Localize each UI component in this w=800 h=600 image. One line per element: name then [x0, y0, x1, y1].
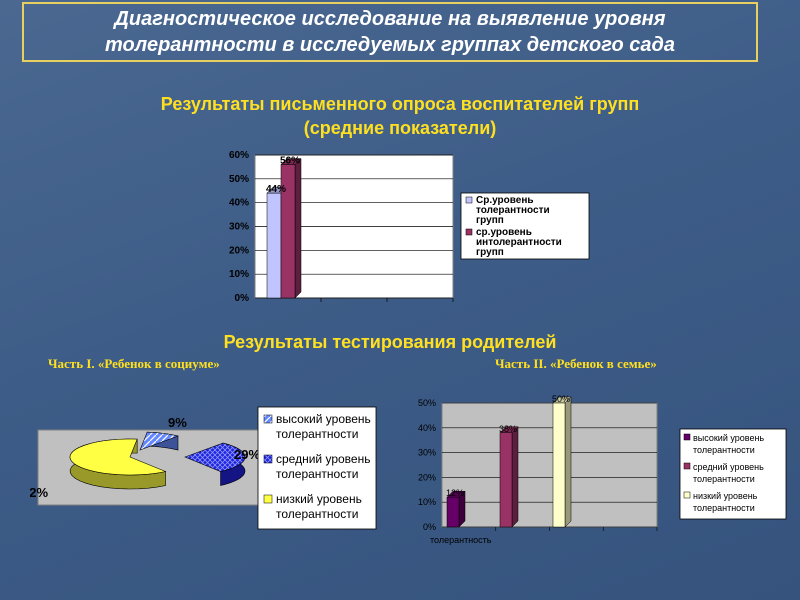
legend-swatch [683, 433, 691, 441]
section1-heading-line1: Результаты письменного опроса воспитател… [160, 94, 640, 114]
bar [552, 402, 566, 528]
legend-label: высокий уровень [276, 412, 371, 426]
society-pie-chart: 9%29%62% высокий уровеньтолерантностисре… [30, 406, 377, 530]
pie-slice-label: 29% [234, 447, 260, 462]
section1-heading-line2: (средние показатели) [303, 118, 497, 138]
bar-side [564, 396, 572, 528]
legend-box [460, 192, 590, 260]
slide-title-box: Диагностическое исследование на выявлени… [22, 2, 758, 62]
legend-label: толерантности [476, 205, 550, 216]
legend-label: толерантности [693, 474, 755, 484]
legend-swatch [465, 196, 473, 204]
x-category-label: толерантность [430, 535, 492, 545]
y-tick-label: 50% [229, 174, 249, 185]
pie-slice [69, 438, 167, 476]
bar-value-label: 56% [280, 156, 300, 167]
y-tick-label: 0% [423, 522, 436, 532]
y-tick-label: 30% [229, 222, 249, 233]
legend-label: толерантности [693, 503, 755, 513]
pie-slice [184, 442, 246, 472]
legend-label: ср.уровень [476, 227, 532, 238]
bar-value-label: 50% [552, 395, 570, 404]
bar [446, 496, 460, 528]
section2-heading: Результаты тестирования родителей [223, 332, 557, 352]
legend-box [679, 428, 787, 520]
bar [499, 432, 513, 528]
bar-value-label: 38% [499, 424, 517, 434]
bar [280, 164, 296, 299]
plot-area [441, 402, 658, 528]
part1-label: Часть I. «Ребенок в социуме» [48, 356, 220, 371]
bar-side [294, 157, 302, 299]
y-tick-label: 20% [418, 472, 436, 482]
pie-slice-label: 9% [168, 415, 187, 430]
legend-label: толерантности [276, 467, 358, 481]
legend-label: средний уровень [693, 462, 764, 472]
bar-value-label: 44% [266, 184, 286, 195]
legend-label: низкий уровень [276, 492, 362, 506]
pie-slice-label: 62% [30, 485, 48, 500]
legend-label: толерантности [276, 507, 358, 521]
legend-swatch [683, 491, 691, 499]
legend-label: толерантности [693, 445, 755, 455]
bar-side [511, 426, 519, 528]
y-tick-label: 0% [235, 293, 250, 304]
legend-swatch [263, 414, 273, 424]
y-tick-label: 40% [418, 423, 436, 433]
legend-swatch [683, 462, 691, 470]
legend-label: групп [476, 247, 504, 258]
y-tick-label: 30% [418, 448, 436, 458]
family-bar-chart: 0%10%20%30%40%50%толерантность12%38%50% … [418, 395, 787, 545]
section1-heading: Результаты письменного опроса воспитател… [90, 92, 710, 140]
pie-slice [139, 431, 180, 451]
legend-label: толерантности [276, 427, 358, 441]
part2-label: Часть II. «Ребенок в семье» [495, 356, 657, 371]
legend-swatch [465, 228, 473, 236]
legend-label: низкий уровень [693, 491, 758, 501]
educators-bar-chart: 0% 10% 20% 30% 40% 50% 60% 44% 56% Ср.уровеньтол… [229, 150, 590, 304]
y-tick-label: 60% [229, 150, 249, 161]
legend-label: высокий уровень [693, 433, 764, 443]
slide-title: Диагностическое исследование на выявлени… [105, 8, 675, 56]
legend-label: Ср.уровень [476, 195, 534, 206]
legend-swatch [263, 454, 273, 464]
legend-swatch [263, 494, 273, 504]
y-tick-label: 50% [418, 398, 436, 408]
legend-label: интолерантности [476, 237, 562, 248]
y-tick-label: 10% [229, 269, 249, 280]
legend-label: групп [476, 215, 504, 226]
bar-value-label: 12% [446, 488, 464, 498]
bar [266, 192, 282, 299]
legend-label: средний уровень [276, 452, 370, 466]
legend-box [257, 406, 377, 530]
y-tick-label: 40% [229, 198, 249, 209]
y-tick-label: 20% [229, 245, 249, 256]
y-tick-label: 10% [418, 497, 436, 507]
